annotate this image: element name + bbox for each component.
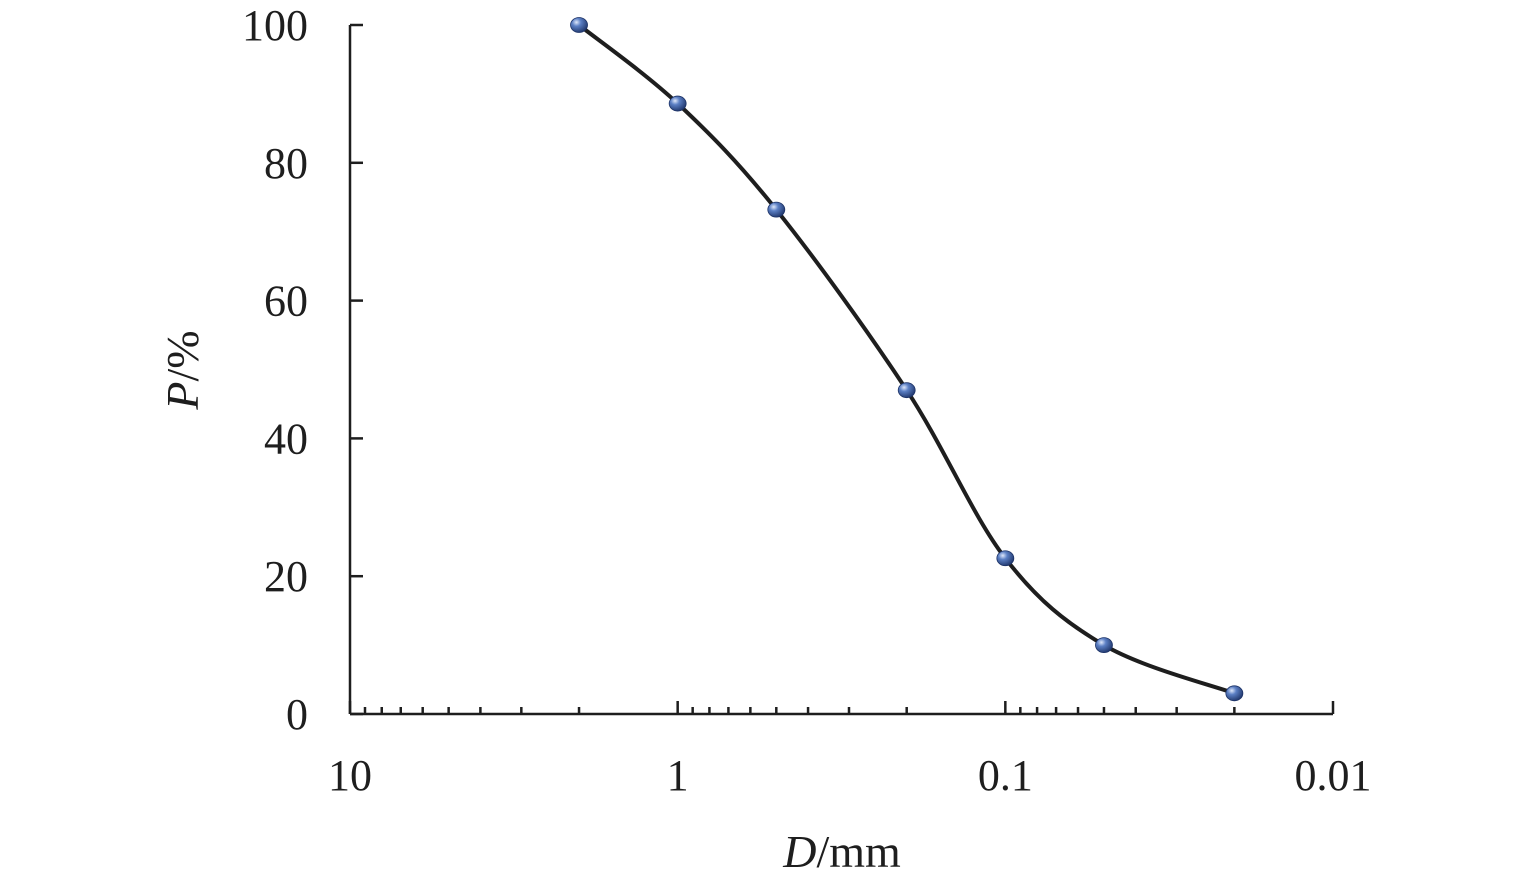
data-point-5 [996,550,1015,567]
data-point-7 [1225,685,1244,702]
x-tick-label-0_1: 0.1 [978,751,1033,800]
x-tick-label-0_01: 0.01 [1295,751,1372,800]
marker-layer [570,17,1244,702]
y-tick-label-20: 20 [264,552,308,601]
y-axis-variable: P [157,382,208,411]
series-curve [577,23,1237,696]
data-point-6 [1095,637,1113,653]
data-point-3 [767,201,786,218]
y-tick-label-80: 80 [264,139,308,188]
x-axis-variable: D [782,826,816,877]
x-tick-label-10: 10 [328,751,372,800]
y-axis-unit: /% [157,330,208,381]
data-point-4 [897,382,916,399]
x-axis-title: D/mm [782,826,901,877]
x-tick-label-1: 1 [667,751,689,800]
data-point-1 [570,17,588,33]
y-tick-label-60: 60 [264,277,308,326]
data-point-2 [668,95,687,112]
curve-layer [577,23,1237,696]
x-axis-unit: /mm [816,826,901,877]
y-tick-label-100: 100 [242,1,308,50]
y-axis-title: P/% [157,330,208,410]
axes: 0 20 40 60 80 100 10 1 0.1 0.01 [242,1,1372,800]
y-tick-label-0: 0 [286,690,308,739]
y-tick-label-40: 40 [264,414,308,463]
